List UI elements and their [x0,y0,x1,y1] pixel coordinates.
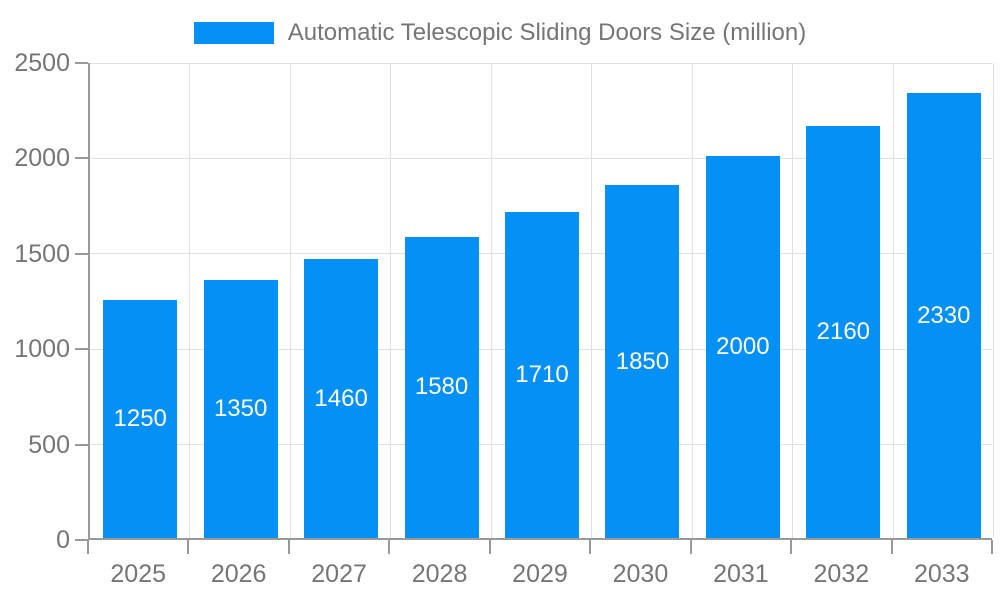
y-tick-label: 1500 [14,239,70,268]
v-gridline [993,63,994,538]
v-gridline [692,63,693,538]
x-tick-mark [589,540,592,554]
y-tick-label: 2500 [14,49,70,77]
x-tick-label: 2030 [612,560,669,588]
x-tick-mark [890,540,893,554]
bar-value-label: 2330 [917,301,971,329]
v-gridline [290,63,291,538]
x-tick-label: 2031 [713,560,769,588]
bar: 1350 [203,280,278,538]
v-gridline [792,63,793,538]
x-tick-label: 2027 [311,560,367,588]
bar-value-label: 1580 [414,373,469,401]
bar: 1710 [505,211,579,538]
v-gridline [189,63,190,538]
y-tick-label: 500 [28,430,70,459]
x-tick-label: 2028 [411,560,468,588]
x-tick-label: 2033 [913,560,970,588]
x-tick-mark [287,540,290,554]
plot-area: 1250 1350 1460 1580 1710 1850 2000 2160 2330 [88,62,994,540]
x-tick-mark [991,540,993,554]
y-tick-label: 2000 [14,144,70,173]
y-tick-mark [75,348,88,351]
x-tick-mark [187,540,190,554]
bar: 2000 [705,156,780,538]
bar-value-label: 2000 [716,333,770,361]
bar-value-label: 1250 [113,404,167,432]
x-tick-mark [689,540,692,554]
legend-swatch [193,22,274,44]
bar: 1580 [404,236,479,538]
x-tick-mark [790,540,793,554]
h-gridline [90,62,992,64]
v-gridline [491,63,492,538]
x-tick-label: 2025 [110,560,167,588]
bar-value-label: 1460 [314,384,368,412]
y-tick-label: 1000 [14,335,70,364]
x-tick-mark [488,540,491,554]
v-gridline [893,63,894,538]
chart-legend: Automatic Telescopic Sliding Doors Size … [0,16,1000,50]
bar-value-label: 1350 [213,395,268,423]
bar: 2160 [806,125,881,538]
bar-value-label: 1850 [615,347,670,375]
bar: 1850 [605,185,680,538]
legend-label: Automatic Telescopic Sliding Doors Size … [287,19,807,46]
y-tick-mark [75,157,88,160]
y-tick-mark [75,252,88,255]
bar: 2330 [906,93,981,538]
y-tick-mark [75,443,88,446]
x-tick-mark [87,540,89,554]
v-gridline [591,63,592,538]
v-gridline [390,63,391,538]
x-tick-label: 2032 [813,560,870,588]
y-tick-mark [75,62,88,64]
x-tick-label: 2029 [512,560,568,588]
y-tick-mark [75,539,88,541]
y-tick-label: 0 [56,526,70,554]
bar: 1460 [304,259,379,538]
x-tick-mark [388,540,391,554]
bar-value-label: 2160 [816,317,871,345]
x-tick-label: 2026 [210,560,267,588]
h-gridline [90,157,992,159]
bar-value-label: 1710 [515,360,569,388]
bar: 1250 [103,299,178,538]
